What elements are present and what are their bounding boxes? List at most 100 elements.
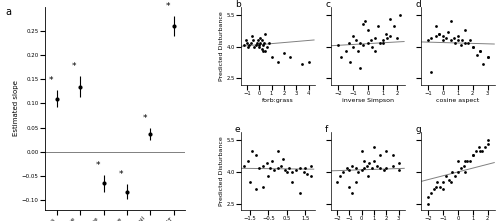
Text: *: * <box>72 62 76 71</box>
Point <box>430 187 438 191</box>
Point <box>252 187 260 191</box>
Point <box>342 49 349 53</box>
Text: d: d <box>415 0 421 9</box>
Point <box>372 36 380 40</box>
Point <box>256 41 264 44</box>
Point <box>259 43 267 46</box>
Point <box>246 41 254 44</box>
Point <box>462 28 469 32</box>
X-axis label: forb:grass: forb:grass <box>262 98 294 103</box>
Point <box>484 56 492 59</box>
Point <box>386 34 394 38</box>
Point <box>307 174 315 178</box>
Point <box>376 166 384 170</box>
Point <box>435 32 443 36</box>
Point <box>386 17 394 21</box>
Text: g: g <box>415 126 421 135</box>
Point <box>370 145 378 148</box>
Point <box>360 160 368 163</box>
Text: f: f <box>325 126 328 135</box>
Point <box>240 164 248 167</box>
Point <box>274 149 281 152</box>
Point <box>469 153 477 157</box>
Point <box>281 168 289 171</box>
Point <box>270 168 278 171</box>
Point <box>374 24 382 27</box>
Point <box>370 160 378 163</box>
Text: *: * <box>142 114 147 123</box>
Point <box>454 160 462 163</box>
Point <box>249 39 257 42</box>
Point <box>364 28 372 32</box>
Point <box>444 30 452 34</box>
Point <box>248 149 256 152</box>
Point <box>376 41 384 44</box>
Point <box>358 168 366 171</box>
Point <box>368 166 376 170</box>
Point <box>476 149 484 152</box>
Text: a: a <box>6 7 12 17</box>
Point <box>349 45 357 49</box>
Point <box>469 153 477 157</box>
Point <box>296 191 304 195</box>
Point <box>466 160 474 163</box>
Point <box>346 168 354 171</box>
Point <box>298 62 306 65</box>
Point <box>286 56 294 59</box>
Point <box>378 41 386 44</box>
Point <box>246 43 254 46</box>
Point <box>268 160 276 163</box>
Text: c: c <box>325 0 330 9</box>
Point <box>364 41 372 44</box>
Point <box>360 22 368 25</box>
Point <box>243 41 251 44</box>
Point <box>255 166 263 170</box>
Point <box>446 181 454 184</box>
Point <box>466 39 474 42</box>
Point <box>304 60 312 63</box>
Point <box>380 168 388 171</box>
Point <box>372 49 380 53</box>
Point <box>260 41 268 44</box>
Point <box>259 49 267 53</box>
Point <box>484 56 492 59</box>
Point <box>348 191 356 195</box>
Point <box>448 170 456 174</box>
Point <box>274 60 281 63</box>
Point <box>288 181 296 184</box>
Point <box>346 185 354 189</box>
Point <box>396 13 404 17</box>
Point <box>428 191 436 195</box>
Point <box>246 181 254 184</box>
Point <box>378 39 386 42</box>
Point <box>435 32 443 36</box>
Point <box>356 66 364 70</box>
Point <box>458 39 466 42</box>
Point <box>428 36 436 40</box>
Point <box>451 174 459 178</box>
Point <box>479 62 487 65</box>
Point <box>265 41 273 44</box>
Point <box>476 49 484 53</box>
Point <box>356 41 364 44</box>
Point <box>450 36 458 40</box>
X-axis label: cosine aspect: cosine aspect <box>436 98 480 103</box>
Point <box>360 166 368 170</box>
Point <box>440 181 448 184</box>
Point <box>278 164 285 167</box>
Point <box>376 153 384 157</box>
Point <box>244 45 252 49</box>
Point <box>352 39 360 42</box>
Point <box>352 181 360 184</box>
Point <box>280 157 287 161</box>
Point <box>304 172 312 176</box>
Point <box>454 170 462 174</box>
Point <box>250 45 258 49</box>
Point <box>484 138 492 142</box>
Point <box>480 145 488 148</box>
Point <box>343 166 351 170</box>
Point <box>262 162 270 165</box>
Point <box>354 49 362 53</box>
Point <box>255 45 263 49</box>
Point <box>268 56 276 59</box>
